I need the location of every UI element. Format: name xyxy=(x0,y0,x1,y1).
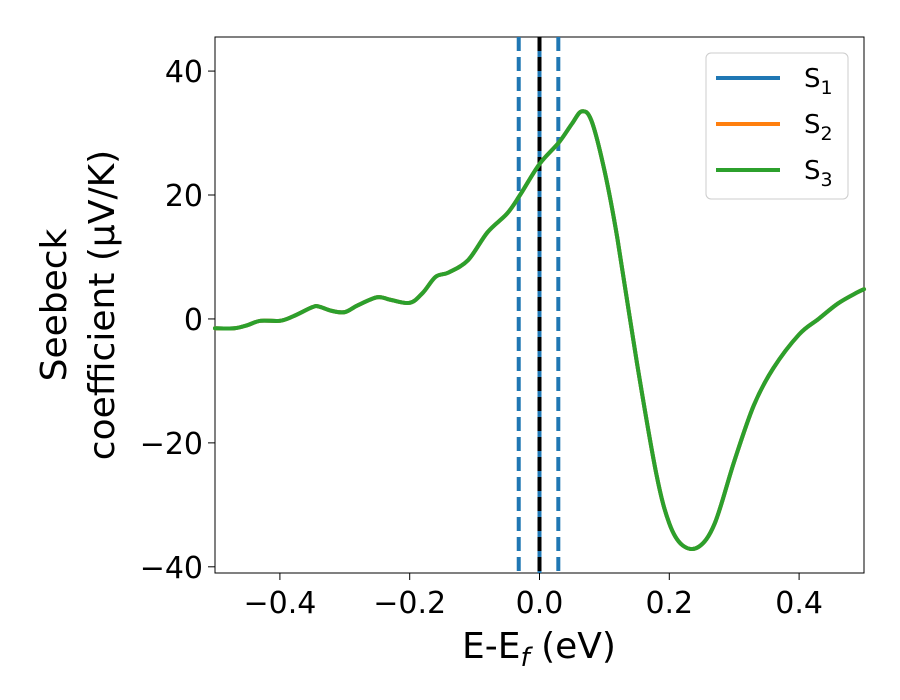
y-axis-title-line2: coefficient (μV/K) xyxy=(82,150,123,460)
y-axis-title: Seebeck coefficient (μV/K) xyxy=(34,150,123,460)
legend-entries: S1 S2 S3 xyxy=(716,64,833,191)
y-axis-ticks: −40 −20 0 20 40 xyxy=(140,55,215,586)
y-tick-label: 40 xyxy=(165,55,203,90)
y-tick-label: −20 xyxy=(140,427,203,462)
y-tick-label: −40 xyxy=(140,551,203,586)
series-lines xyxy=(213,109,866,552)
x-tick-label: 0.0 xyxy=(516,586,564,621)
x-tick-label: −0.2 xyxy=(373,586,446,621)
x-axis-title: E-Ef (eV) xyxy=(462,626,616,673)
y-axis-title-line1: Seebeck xyxy=(34,228,75,381)
vertical-lines xyxy=(516,37,561,573)
y-tick-label: 20 xyxy=(165,179,203,214)
x-axis-title-tail: (eV) xyxy=(530,626,616,667)
series-line-3 xyxy=(213,109,866,552)
x-axis-title-main: E-E xyxy=(462,626,520,667)
x-axis-ticks: −0.4 −0.2 0.0 0.2 0.4 xyxy=(243,573,823,621)
plot-area xyxy=(213,36,866,574)
legend-label-3: S3 xyxy=(804,156,833,191)
legend: S1 S2 S3 xyxy=(705,52,849,200)
x-tick-label: 0.2 xyxy=(645,586,693,621)
legend-label-1: S1 xyxy=(804,64,833,99)
legend-label-2: S2 xyxy=(804,110,833,145)
x-tick-label: −0.4 xyxy=(243,586,316,621)
y-tick-label: 0 xyxy=(184,303,203,338)
x-tick-label: 0.4 xyxy=(775,586,823,621)
